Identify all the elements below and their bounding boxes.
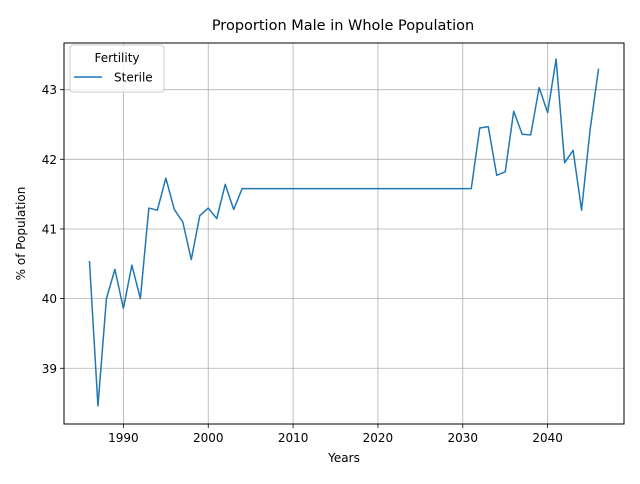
legend-box: [69, 44, 165, 93]
y-axis-label: % of Population: [14, 187, 28, 281]
x-tick-label: 2030: [448, 431, 479, 445]
y-axis: 39 40 41 42 43: [42, 83, 64, 376]
x-axis: 1990 2000 2010 2020 2030 2040: [108, 424, 563, 445]
y-tick-label: 41: [42, 222, 57, 236]
y-tick-label: 42: [42, 153, 57, 167]
x-tick-label: 2020: [363, 431, 394, 445]
legend-title: Fertility: [94, 51, 139, 65]
chart-title: Proportion Male in Whole Population: [212, 18, 474, 34]
y-tick-label: 39: [42, 362, 57, 376]
plot-area: [88, 58, 600, 407]
y-tick-label: 40: [42, 292, 57, 306]
plot-frame: [63, 42, 625, 425]
x-tick-label: 2000: [193, 431, 224, 445]
legend-label-sterile: Sterile: [114, 71, 153, 85]
grid: [64, 43, 624, 424]
x-tick-label: 2010: [278, 431, 309, 445]
legend: Fertility Sterile: [69, 44, 165, 93]
x-axis-label: Years: [327, 451, 360, 465]
y-tick-label: 43: [42, 83, 57, 97]
series-line-sterile: [88, 58, 600, 407]
x-tick-label: 2040: [532, 431, 563, 445]
x-tick-label: 1990: [108, 431, 139, 445]
